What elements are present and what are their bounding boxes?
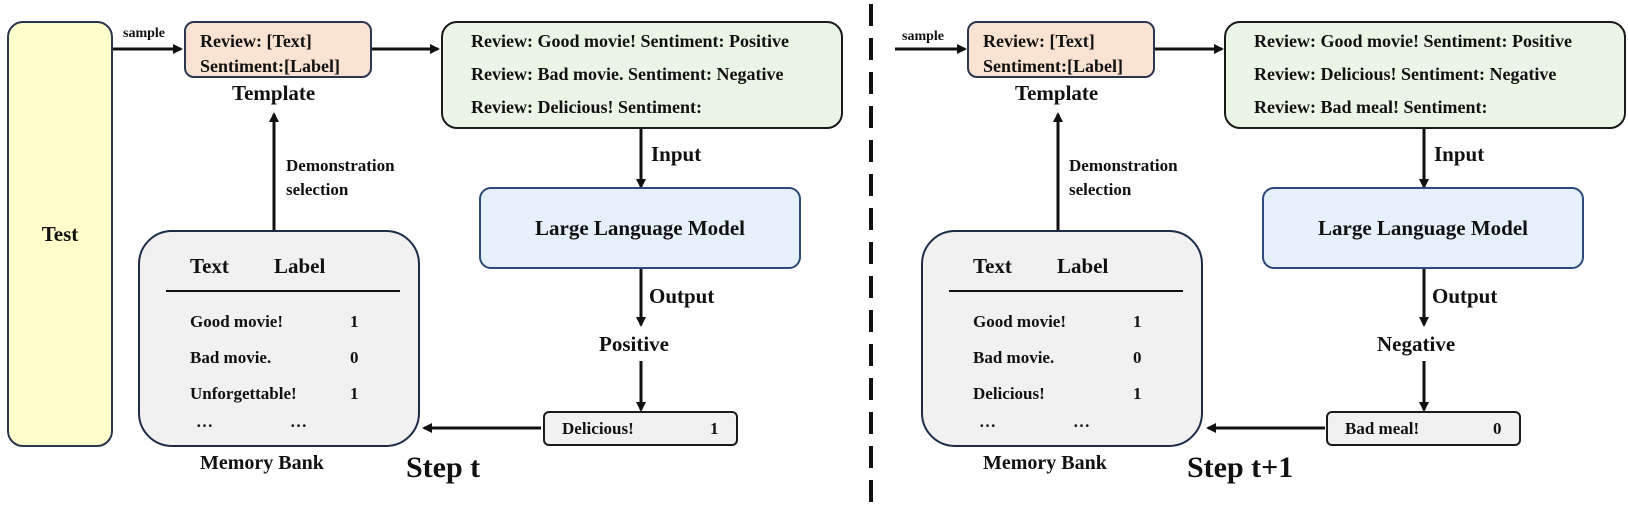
input-label: Input (1434, 142, 1485, 166)
llm-box: Large Language Model (479, 187, 801, 269)
memory-row-4-text: … (196, 412, 213, 431)
memory-header-text: Text (190, 254, 229, 278)
prediction-label: Negative (1377, 332, 1456, 356)
memory-row-2-label: 0 (1133, 348, 1142, 367)
demo-selection-line-2: selection (286, 180, 349, 199)
llm-label: Large Language Model (535, 215, 745, 240)
prompt-line-2: Review: Bad movie. Sentiment: Negative (471, 64, 784, 84)
prompt-line-2: Review: Delicious! Sentiment: Negative (1254, 64, 1557, 84)
memory-header-label: Label (1057, 254, 1109, 278)
template-line-label: Sentiment:[Label] (983, 56, 1123, 76)
memory-bank-caption: Memory Bank (983, 452, 1107, 474)
new-record-text: Bad meal! (1345, 419, 1420, 438)
demo-selection-line-1: Demonstration (1069, 156, 1178, 175)
prompt-box: Review: Good movie! Sentiment: Positive … (1224, 21, 1626, 129)
llm-label: Large Language Model (1318, 215, 1528, 240)
llm-box: Large Language Model (1262, 187, 1584, 269)
sample-label: sample (123, 26, 165, 41)
input-label: Input (651, 142, 702, 166)
output-label: Output (649, 284, 715, 308)
memory-row-2-label: 0 (350, 348, 359, 367)
memory-row-4-text: … (979, 412, 996, 431)
memory-bank-caption: Memory Bank (200, 452, 324, 474)
template-line-label: Sentiment:[Label] (200, 56, 340, 76)
output-label: Output (1432, 284, 1498, 308)
new-record-box: Bad meal! 0 (1326, 411, 1521, 446)
new-record-label: 0 (1493, 419, 1502, 438)
memory-header-label: Label (274, 254, 326, 278)
template-line-text: Review: [Text] (200, 31, 312, 51)
memory-row-2-text: Bad movie. (190, 348, 272, 367)
prediction-label: Positive (599, 332, 669, 356)
prompt-line-3: Review: Delicious! Sentiment: (471, 97, 702, 117)
sample-label: sample (902, 29, 944, 44)
test-set-box: Test (7, 21, 113, 447)
test-label: Test (41, 221, 79, 246)
prompt-line-1: Review: Good movie! Sentiment: Positive (471, 31, 789, 51)
step-label: Step t (406, 451, 481, 484)
memory-header-rule (166, 290, 400, 292)
step-label: Step t+1 (1187, 451, 1294, 484)
prompt-box: Review: Good movie! Sentiment: Positive … (441, 21, 843, 129)
memory-row-3-label: 1 (350, 384, 359, 403)
memory-row-3-text: Delicious! (973, 384, 1045, 403)
memory-row-1-label: 1 (1133, 312, 1142, 331)
memory-row-3-label: 1 (1133, 384, 1142, 403)
template-line-text: Review: [Text] (983, 31, 1095, 51)
memory-row-1-text: Good movie! (190, 312, 284, 331)
memory-row-4-label: … (290, 412, 307, 431)
prompt-line-1: Review: Good movie! Sentiment: Positive (1254, 31, 1572, 51)
memory-row-3-text: Unforgettable! (190, 384, 297, 403)
memory-row-1-text: Good movie! (973, 312, 1067, 331)
template-box: Review: [Text] Sentiment:[Label] (184, 21, 372, 78)
demo-selection-line-1: Demonstration (286, 156, 395, 175)
memory-bank-box: Text Label Good movie! 1 Bad movie. 0 De… (921, 230, 1203, 447)
memory-header-rule (949, 290, 1183, 292)
memory-header-text: Text (973, 254, 1012, 278)
prompt-line-3: Review: Bad meal! Sentiment: (1254, 97, 1488, 117)
memory-bank-box: Text Label Good movie! 1 Bad movie. 0 Un… (138, 230, 420, 447)
new-record-label: 1 (710, 419, 719, 438)
memory-row-1-label: 1 (350, 312, 359, 331)
new-record-box: Delicious! 1 (543, 411, 738, 446)
template-caption: Template (232, 81, 316, 105)
memory-row-2-text: Bad movie. (973, 348, 1055, 367)
demo-selection-line-2: selection (1069, 180, 1132, 199)
memory-row-4-label: … (1073, 412, 1090, 431)
template-box: Review: [Text] Sentiment:[Label] (967, 21, 1155, 78)
template-caption: Template (1015, 81, 1099, 105)
new-record-text: Delicious! (562, 419, 634, 438)
